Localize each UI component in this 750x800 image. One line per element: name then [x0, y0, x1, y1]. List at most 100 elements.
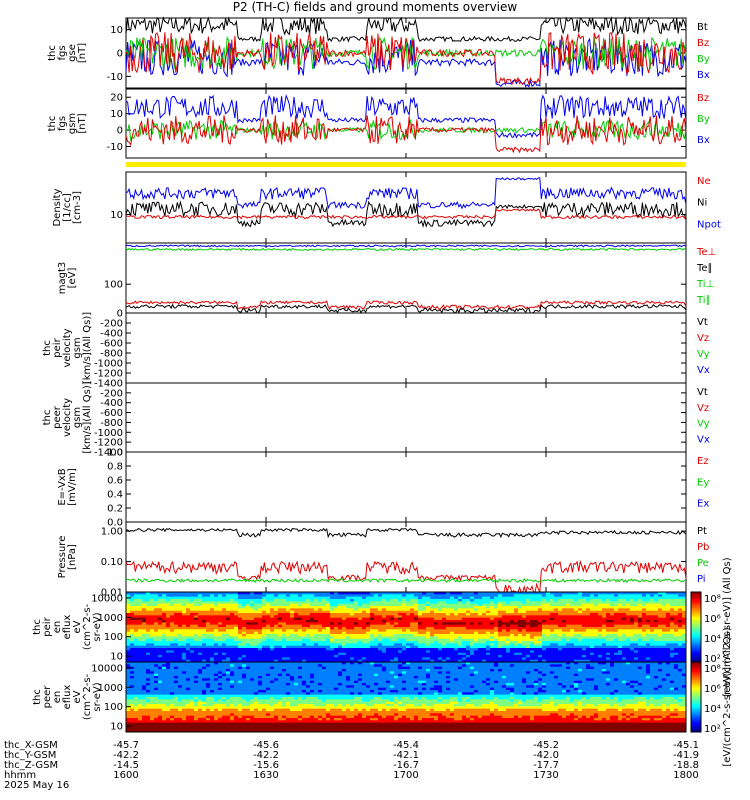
spec-cell	[298, 643, 303, 647]
spec-cell	[202, 613, 207, 616]
spec-cell	[358, 594, 363, 598]
spec-cell	[158, 629, 163, 633]
spec-cell	[138, 608, 143, 612]
spec-cell	[306, 627, 311, 630]
spec-cell	[170, 704, 175, 707]
spec-cell	[258, 645, 263, 649]
spec-cell	[162, 669, 167, 672]
spec-cell	[298, 608, 303, 612]
legend-0-0: Bt	[697, 22, 708, 33]
spec-cell	[578, 657, 583, 661]
spec-cell	[458, 603, 463, 607]
spec-cell	[574, 638, 579, 642]
spec-cell	[146, 601, 151, 605]
spec-cell	[226, 601, 231, 605]
spec-cell	[506, 659, 511, 663]
spec-cell	[462, 615, 467, 619]
spec-cell	[434, 622, 439, 626]
spec-cell	[166, 606, 171, 609]
spec-cell	[226, 622, 231, 626]
spec-cell	[578, 594, 583, 598]
spec-cell	[338, 624, 343, 628]
spec-cell	[562, 599, 567, 602]
spec-cell	[670, 603, 675, 607]
spec-cell	[146, 729, 151, 733]
spec-cell	[134, 615, 139, 619]
spec-cell	[330, 659, 335, 663]
spec-cell	[130, 690, 135, 693]
spec-cell	[166, 720, 171, 724]
spec-cell	[454, 627, 459, 630]
spec-cell	[558, 606, 563, 609]
spec-cell	[626, 594, 631, 598]
spec-cell	[142, 659, 147, 663]
spec-cell	[402, 652, 407, 656]
spec-cell	[554, 652, 559, 656]
spec-cell	[682, 617, 687, 621]
spec-cell	[150, 629, 155, 633]
spec-cell	[142, 711, 147, 714]
spec-cell	[386, 648, 391, 651]
spec-cell	[430, 650, 435, 654]
spec-cell	[426, 655, 431, 658]
spec-cell	[458, 652, 463, 656]
spec-cell	[278, 641, 283, 644]
spec-cell	[218, 643, 223, 647]
spec-cell	[198, 606, 203, 609]
spec-cell	[658, 622, 663, 626]
spec-cell	[170, 725, 175, 728]
spec-cell	[186, 617, 191, 621]
spec-cell	[354, 624, 359, 628]
spec-cell	[530, 620, 535, 623]
spec-cell	[394, 627, 399, 630]
spec-cell	[330, 641, 335, 644]
spec-cell	[502, 652, 507, 656]
spec-cell	[154, 599, 159, 602]
spec-cell	[254, 659, 259, 663]
spec-cell	[214, 617, 219, 621]
spec-cell	[278, 643, 283, 647]
spec-cell	[162, 641, 167, 644]
spec-cell	[574, 634, 579, 637]
spec-cell	[146, 662, 151, 665]
spec-cell	[386, 659, 391, 663]
spec-cell	[130, 641, 135, 644]
spec-cell	[522, 659, 527, 663]
spec-cell	[254, 622, 259, 626]
spec-cell	[610, 650, 615, 654]
spec-cell	[226, 636, 231, 640]
spec-cell	[462, 622, 467, 626]
ylabel-6-0: thc	[42, 410, 53, 426]
spec-cell	[158, 606, 163, 609]
spec-cell	[506, 601, 511, 605]
spec-cell	[290, 606, 295, 609]
spec-cell	[234, 629, 239, 633]
spec-cell	[558, 599, 563, 602]
spec-cell	[326, 643, 331, 647]
spec-cell	[170, 659, 175, 663]
spec-cell	[342, 634, 347, 637]
spec-cell	[322, 645, 327, 649]
spec-cell	[522, 615, 527, 619]
spec-cell	[486, 624, 491, 628]
spec-cell	[410, 622, 415, 626]
spec-cell	[634, 624, 639, 628]
spec-cell	[598, 608, 603, 612]
spec-cell	[162, 655, 167, 658]
spec-cell	[214, 629, 219, 633]
spec-cell	[146, 666, 151, 670]
spec-cell	[242, 603, 247, 607]
spec-cell	[494, 641, 499, 644]
spec-cell	[630, 650, 635, 654]
spec-cell	[438, 629, 443, 633]
spec-cell	[462, 634, 467, 637]
spec-cell	[538, 599, 543, 602]
spec-cell	[150, 615, 155, 619]
spec-cell	[658, 648, 663, 651]
spec-cell	[614, 629, 619, 633]
spec-cell	[394, 594, 399, 598]
spec-cell	[326, 631, 331, 635]
spec-cell	[166, 673, 171, 677]
spec-cell	[374, 615, 379, 619]
spec-cell	[678, 610, 683, 614]
